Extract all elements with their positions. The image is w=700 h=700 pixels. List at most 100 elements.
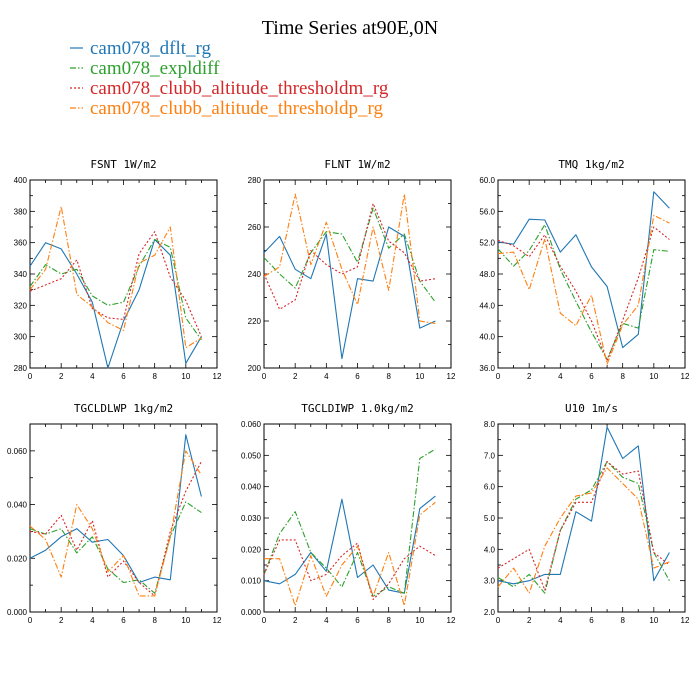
x-tick-label-2-8: 8 [620,372,625,381]
series-line-5-2 [497,461,670,591]
y-tick-label-1-4: 280 [248,176,262,185]
x-tick-label-1-12: 12 [447,372,456,381]
legend-label-3: cam078_clubb_altitude_thresholdp_rg [90,98,384,119]
legend-label-0: cam078_dflt_rg [90,38,212,59]
y-tick-label-2-1: 40.0 [479,333,495,342]
series-line-1-2 [263,202,436,310]
y-tick-label-5-4: 6.0 [484,483,496,492]
x-tick-label-4-4: 4 [324,616,329,625]
y-tick-label-3-0: 0.000 [7,608,28,617]
figure-title: Time Series at90E,0N [262,17,438,39]
x-tick-label-3-10: 10 [181,616,190,625]
x-tick-label-2-4: 4 [558,372,563,381]
x-tick-label-0-2: 2 [59,372,64,381]
y-tick-label-1-1: 220 [248,317,262,326]
y-tick-label-5-6: 8.0 [484,420,496,429]
x-tick-label-2-10: 10 [649,372,658,381]
x-tick-label-0-12: 12 [213,372,222,381]
plot-frame-0 [29,179,218,369]
x-tick-label-0-8: 8 [152,372,157,381]
y-tick-label-4-3: 0.030 [241,514,262,523]
series-line-1-1 [263,207,436,303]
x-tick-label-3-2: 2 [59,616,64,625]
y-tick-label-0-4: 360 [14,239,28,248]
series-line-3-3 [29,450,202,597]
series-line-5-3 [497,467,670,594]
panel-title-2: TMQ 1kg/m2 [558,158,624,171]
x-tick-label-2-12: 12 [681,372,690,381]
y-tick-label-0-0: 280 [14,364,28,373]
x-tick-label-4-2: 2 [293,616,298,625]
x-tick-label-4-8: 8 [386,616,391,625]
x-tick-label-1-4: 4 [324,372,329,381]
chart-panel-4: TGCLDIWP 1.0kg/m2 0 2 4 6 8 10 12 0.000 0.010 0.02… [241,402,456,625]
x-tick-label-0-0: 0 [28,372,33,381]
x-tick-label-5-6: 6 [589,616,594,625]
x-tick-label-4-10: 10 [415,616,424,625]
panel-title-1: FLNT 1W/m2 [324,158,390,171]
x-tick-label-3-0: 0 [28,616,33,625]
x-tick-label-5-10: 10 [649,616,658,625]
x-tick-label-5-4: 4 [558,616,563,625]
y-tick-label-4-4: 0.040 [241,483,262,492]
series-line-5-1 [497,461,670,594]
x-tick-label-4-12: 12 [447,616,456,625]
series-line-2-2 [497,226,670,362]
x-tick-label-1-10: 10 [415,372,424,381]
series-line-2-1 [497,224,670,360]
x-tick-label-0-10: 10 [181,372,190,381]
y-tick-label-5-3: 5.0 [484,514,496,523]
legend-label-1: cam078_expldiff [90,58,220,79]
y-tick-label-0-1: 300 [14,333,28,342]
y-tick-label-0-2: 320 [14,301,28,310]
chart-panels: FSNT 1W/m20 2 4 6 8 10 12280300320340360380400… [7,158,690,625]
y-tick-label-4-5: 0.050 [241,451,262,460]
plot-frame-2 [497,179,686,369]
chart-panel-3: TGCLDLWP 1kg/m2 0 2 4 6 8 10 12 0.000 0.020 0.040 0… [7,402,222,625]
y-tick-label-2-3: 48.0 [479,270,495,279]
y-tick-label-2-0: 36.0 [479,364,495,373]
y-tick-label-2-4: 52.0 [479,239,495,248]
series-line-0-0 [29,238,202,369]
y-tick-label-5-2: 4.0 [484,545,496,554]
y-tick-label-4-6: 0.060 [241,420,262,429]
x-tick-label-2-2: 2 [527,372,532,381]
y-tick-label-5-5: 7.0 [484,451,496,460]
y-tick-label-4-1: 0.010 [241,577,262,586]
x-tick-label-3-12: 12 [213,616,222,625]
panel-title-4: TGCLDIWP 1.0kg/m2 [301,402,414,415]
plot-frame-3 [29,423,218,613]
series-line-0-2 [29,231,202,337]
y-tick-label-2-6: 60.0 [479,176,495,185]
series-line-4-1 [263,448,436,597]
legend-label-2: cam078_clubb_altitude_thresholdm_rg [90,78,389,99]
series-line-0-1 [29,238,202,341]
x-tick-label-4-0: 0 [262,616,267,625]
y-tick-label-5-0: 2.0 [484,608,496,617]
x-tick-label-1-0: 0 [262,372,267,381]
y-tick-label-0-6: 400 [14,176,28,185]
x-tick-label-4-6: 6 [355,616,360,625]
x-tick-label-5-8: 8 [620,616,625,625]
series-line-3-1 [29,501,202,594]
x-tick-label-2-0: 0 [496,372,501,381]
y-tick-label-3-3: 0.060 [7,447,28,456]
y-tick-label-4-0: 0.000 [241,608,262,617]
x-tick-label-1-8: 8 [386,372,391,381]
y-tick-label-1-3: 260 [248,223,262,232]
chart-panel-5: U10 1m/s 0 2 4 6 8 10 12 2.0 3.0 4.0 5.0 6.0 7.0 8.0 [484,402,690,625]
series-line-2-0 [497,191,670,349]
y-tick-label-5-1: 3.0 [484,577,496,586]
chart-panel-1: FLNT 1W/m2 0 2 4 6 8 10 12 200 220 240 260 280 [248,158,456,381]
panel-title-3: TGCLDLWP 1kg/m2 [74,402,173,415]
panel-title-0: FSNT 1W/m2 [90,158,156,171]
y-tick-label-4-2: 0.020 [241,545,262,554]
x-tick-label-1-2: 2 [293,372,298,381]
x-tick-label-3-6: 6 [121,616,126,625]
series-line-4-2 [263,539,436,601]
series-line-1-3 [263,193,436,324]
y-tick-label-0-5: 380 [14,207,28,216]
x-tick-label-5-2: 2 [527,616,532,625]
legend: cam078_dflt_rgcam078_expldiffcam078_club… [70,38,389,119]
